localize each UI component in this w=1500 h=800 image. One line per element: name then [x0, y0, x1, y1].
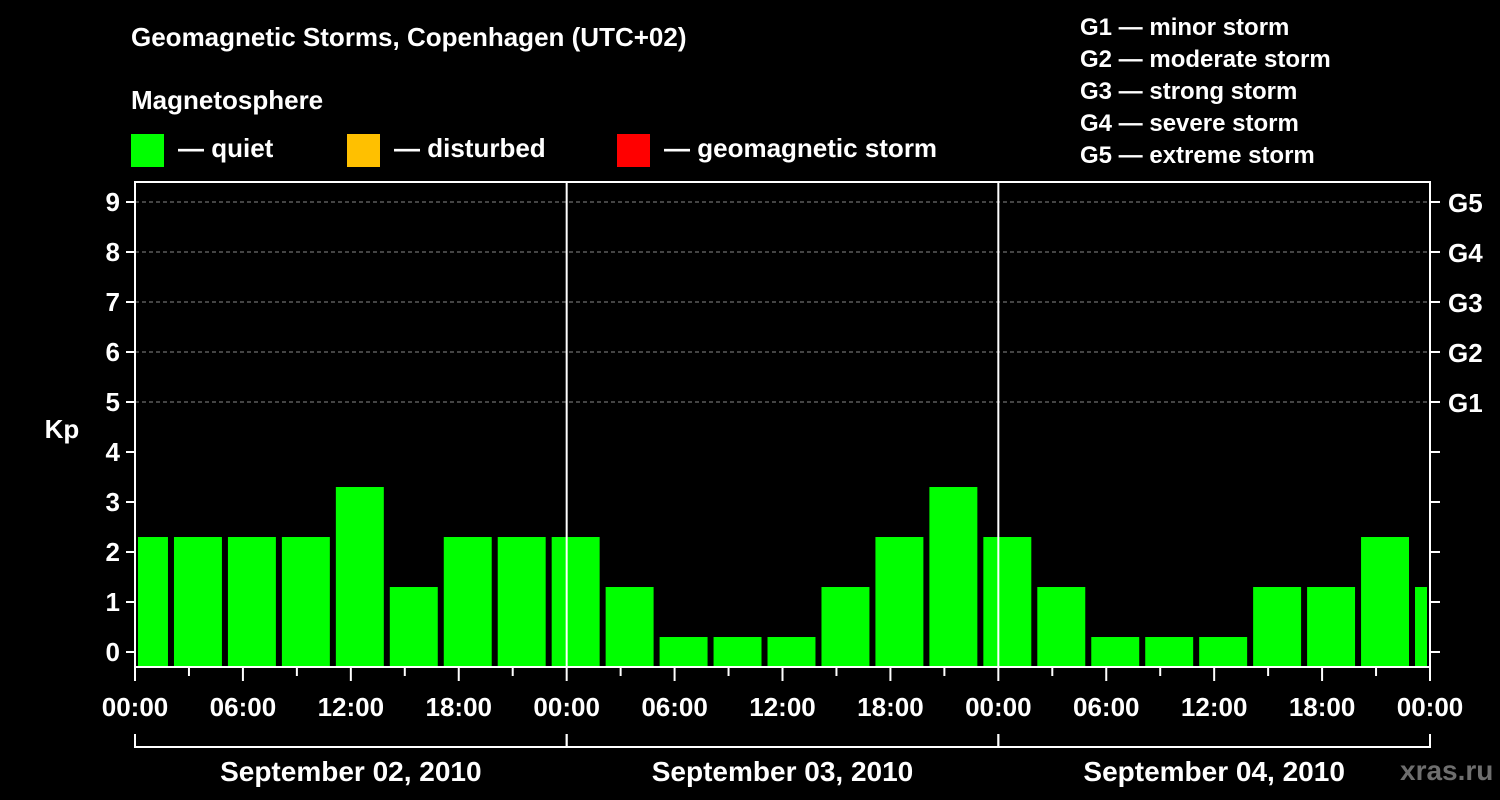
- kp-bar: [227, 537, 276, 667]
- kp-bar: [1145, 637, 1194, 667]
- kp-bar: [281, 537, 330, 667]
- x-tick-label: 00:00: [533, 692, 600, 722]
- chart-title: Geomagnetic Storms, Copenhagen (UTC+02): [131, 22, 687, 52]
- storm-scale-g3: G3 — strong storm: [1080, 78, 1298, 105]
- x-tick-label: 00:00: [1397, 692, 1464, 722]
- right-tick-label: G3: [1448, 288, 1483, 318]
- watermark: xras.ru: [1400, 755, 1494, 786]
- kp-bar: [1361, 537, 1410, 667]
- x-tick-label: 00:00: [965, 692, 1032, 722]
- legend-swatch-storm: [617, 134, 650, 167]
- kp-bar: [443, 537, 492, 667]
- legend-label-quiet: — quiet: [178, 133, 274, 163]
- right-tick-label: G5: [1448, 188, 1483, 218]
- kp-bar: [1253, 587, 1302, 667]
- y-tick-label: 4: [106, 437, 121, 467]
- kp-bar: [983, 537, 1032, 667]
- kp-bar: [389, 587, 438, 667]
- kp-bar: [875, 537, 924, 667]
- x-tick-label: 06:00: [641, 692, 708, 722]
- legend-swatch-quiet: [131, 134, 164, 167]
- y-tick-label: 5: [106, 387, 120, 417]
- day-label: September 02, 2010: [220, 756, 482, 787]
- y-tick-label: 0: [106, 637, 120, 667]
- kp-bar: [605, 587, 654, 667]
- y-tick-label: 3: [106, 487, 120, 517]
- legend-label-disturbed: — disturbed: [394, 133, 546, 163]
- x-tick-label: 18:00: [426, 692, 493, 722]
- y-tick-label: 1: [106, 587, 120, 617]
- x-tick-label: 18:00: [1289, 692, 1356, 722]
- x-tick-label: 12:00: [749, 692, 816, 722]
- x-tick-label: 00:00: [102, 692, 169, 722]
- storm-scale-g1: G1 — minor storm: [1080, 14, 1290, 41]
- kp-bar: [1415, 587, 1427, 667]
- kp-bar: [1199, 637, 1248, 667]
- x-tick-label: 18:00: [857, 692, 924, 722]
- legend-label-storm: — geomagnetic storm: [664, 133, 938, 163]
- kp-bar: [497, 537, 546, 667]
- right-tick-label: G2: [1448, 338, 1483, 368]
- kp-bar: [1091, 637, 1140, 667]
- kp-bar: [1307, 587, 1356, 667]
- x-tick-label: 12:00: [1181, 692, 1248, 722]
- legend-title: Magnetosphere: [131, 85, 324, 115]
- x-tick-label: 06:00: [210, 692, 277, 722]
- y-axis-label: Kp: [45, 414, 80, 444]
- day-label: September 04, 2010: [1083, 756, 1345, 787]
- x-tick-label: 12:00: [318, 692, 385, 722]
- x-tick-label: 06:00: [1073, 692, 1140, 722]
- kp-bar: [173, 537, 222, 667]
- storm-scale-g5: G5 — extreme storm: [1080, 142, 1315, 169]
- storm-scale-g2: G2 — moderate storm: [1080, 46, 1331, 73]
- kp-bar: [713, 637, 762, 667]
- y-tick-label: 6: [106, 337, 120, 367]
- day-label: September 03, 2010: [652, 756, 914, 787]
- kp-bar: [1037, 587, 1086, 667]
- storm-scale-g4: G4 — severe storm: [1080, 110, 1299, 137]
- kp-bar: [767, 637, 816, 667]
- kp-bar: [551, 537, 600, 667]
- kp-bar: [335, 487, 384, 667]
- kp-bar: [138, 537, 168, 667]
- right-tick-label: G4: [1448, 238, 1483, 268]
- kp-bar: [821, 587, 870, 667]
- y-tick-label: 9: [106, 187, 120, 217]
- y-tick-label: 8: [106, 237, 120, 267]
- legend-swatch-disturbed: [347, 134, 380, 167]
- kp-bar: [659, 637, 708, 667]
- kp-bar: [929, 487, 978, 667]
- right-tick-label: G1: [1448, 388, 1483, 418]
- y-tick-label: 2: [106, 537, 120, 567]
- y-tick-label: 7: [106, 287, 120, 317]
